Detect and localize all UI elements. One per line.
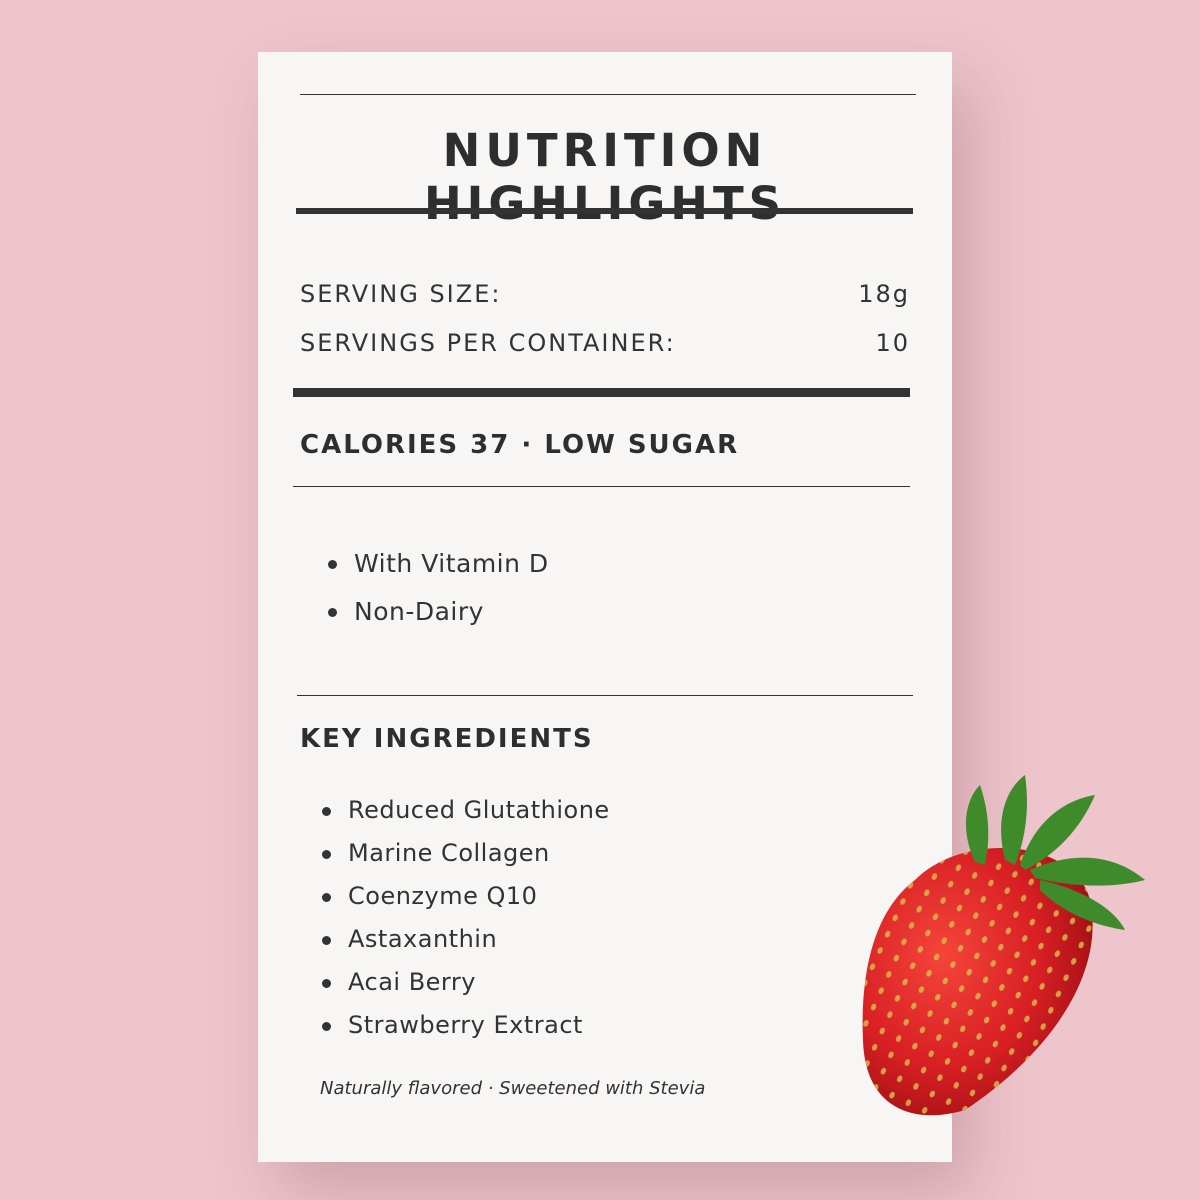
serving-size-value: 18g [858,280,910,308]
claims-list: With Vitamin D Non-Dairy [324,540,549,636]
thick-rule [293,388,910,397]
calories-rule [293,486,910,487]
ingredient-item: Acai Berry [318,961,610,1004]
section-rule [297,695,913,696]
servings-per-container-label: SERVINGS PER CONTAINER: [300,329,676,357]
calories-line: CALORIES 37 · LOW SUGAR [300,430,740,460]
nutrition-card: NUTRITION HIGHLIGHTS SERVING SIZE: 18g S… [258,52,952,1162]
strawberry-image [862,775,1145,1116]
card-title: NUTRITION HIGHLIGHTS [423,124,787,230]
ingredient-item: Coenzyme Q10 [318,875,610,918]
ingredient-item: Marine Collagen [318,832,610,875]
servings-per-container-value: 10 [875,329,910,357]
top-rule [300,94,916,95]
ingredients-list: Reduced Glutathione Marine Collagen Coen… [318,789,610,1047]
title-rule [296,208,913,214]
key-ingredients-heading: KEY INGREDIENTS [300,724,594,754]
servings-per-container-row: SERVINGS PER CONTAINER: 10 [300,329,910,357]
claim-item: Non-Dairy [324,588,549,636]
ingredient-item: Astaxanthin [318,918,610,961]
ingredient-item: Strawberry Extract [318,1004,610,1047]
footnote: Naturally flavored · Sweetened with Stev… [320,1078,706,1099]
serving-size-row: SERVING SIZE: 18g [300,280,910,308]
serving-size-label: SERVING SIZE: [300,280,502,308]
ingredient-item: Reduced Glutathione [318,789,610,832]
claim-item: With Vitamin D [324,540,549,588]
